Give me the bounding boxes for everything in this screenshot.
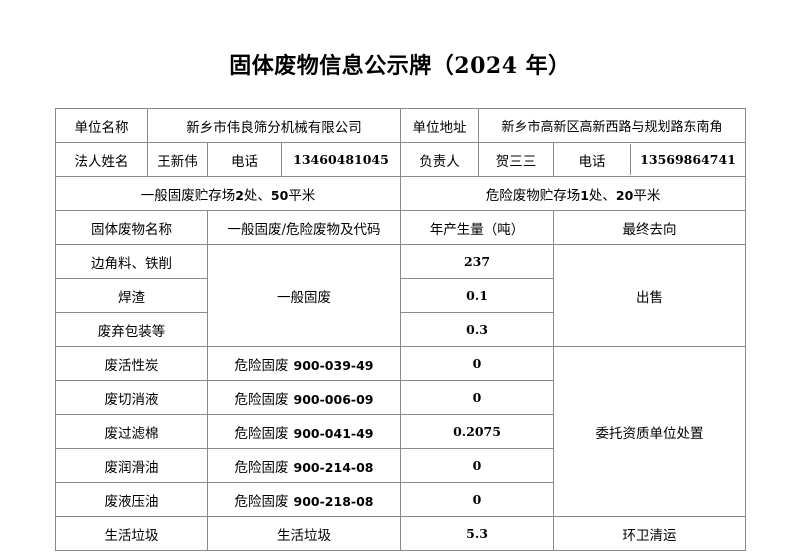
waste-amount: 0: [400, 482, 555, 517]
general-storage-area: 50: [270, 187, 289, 203]
hazard-storage-count: 1: [580, 187, 589, 203]
hazard-storage-prefix: 危险废物贮存场: [485, 187, 581, 204]
waste-category-label: 危险固废: [234, 459, 289, 476]
waste-category-code: 危险固废 900-041-49: [206, 414, 402, 449]
legal-phone-value: 13460481045: [280, 142, 402, 177]
waste-amount: 0: [400, 346, 555, 381]
table-row-contacts: 法人姓名 王新伟 电话 13460481045 负责人 贺三三 电话 13569…: [55, 142, 747, 177]
waste-category-code: 危险固废 900-039-49: [206, 346, 402, 381]
company-name-label: 单位名称: [55, 108, 148, 143]
column-header-name: 固体废物名称: [55, 210, 208, 245]
waste-name: 废弃包装等: [55, 312, 208, 347]
waste-category-label: 危险固废: [234, 493, 289, 510]
waste-name: 边角料、铁削: [55, 244, 208, 279]
waste-amount: 0.1: [400, 278, 555, 313]
waste-name: 焊渣: [55, 278, 208, 313]
column-header-category: 一般固废/危险废物及代码: [206, 210, 402, 245]
manager-phone-label: 电话: [554, 144, 632, 175]
waste-amount: 0: [400, 380, 555, 415]
waste-category-general: 一般固废: [206, 244, 402, 347]
general-storage-count: 2: [235, 187, 244, 203]
hazard-storage-area: 20: [615, 187, 634, 203]
legal-person-label: 法人姓名: [55, 142, 148, 177]
hazard-storage-info: 危险废物贮存场1处、20平米: [400, 176, 747, 211]
address-label: 单位地址: [400, 108, 480, 143]
table-row: 废活性炭 危险固废 900-039-49 0 委托资质单位处置: [55, 346, 747, 517]
table-row: 边角料、铁削 一般固废 237 出售: [55, 244, 747, 347]
waste-code: 900-218-08: [293, 493, 374, 509]
manager-value: 贺三三: [478, 142, 555, 177]
waste-amount: 0.2075: [400, 414, 555, 449]
table-row: 生活垃圾 生活垃圾 5.3 环卫清运: [55, 516, 747, 551]
general-storage-mid: 处、: [243, 187, 271, 204]
waste-destination-licensed-disposal: 委托资质单位处置: [553, 346, 747, 517]
waste-name: 生活垃圾: [55, 516, 208, 551]
manager-phone-value: 13569864741: [640, 152, 736, 167]
legal-person-value: 王新伟: [147, 142, 208, 177]
waste-amount: 237: [400, 244, 555, 279]
table-row: 废润滑油 危险固废 900-214-08 0: [55, 448, 746, 483]
waste-code: 900-041-49: [293, 425, 374, 441]
solid-waste-disclosure-table: 单位名称 新乡市伟良筛分机械有限公司 单位地址 新乡市高新区高新西路与规划路东南…: [54, 108, 747, 551]
table-row-company: 单位名称 新乡市伟良筛分机械有限公司 单位地址 新乡市高新区高新西路与规划路东南…: [55, 108, 747, 143]
waste-code: 900-214-08: [293, 459, 374, 475]
address-value: 新乡市高新区高新西路与规划路东南角: [478, 108, 747, 143]
table-row: 废切消液 危险固废 900-006-09 0: [55, 380, 746, 415]
waste-destination-sale: 出售: [553, 244, 747, 347]
waste-amount: 0.3: [400, 312, 555, 347]
waste-code: 900-039-49: [293, 357, 374, 373]
column-header-destination: 最终去向: [553, 210, 747, 245]
waste-category-label: 危险固废: [234, 425, 289, 442]
waste-amount: 0: [400, 448, 555, 483]
manager-label: 负责人: [400, 142, 480, 177]
waste-name: 废润滑油: [55, 448, 208, 483]
manager-phone-group: 电话 13569864741: [553, 142, 747, 177]
waste-name: 废液压油: [55, 482, 208, 517]
hazard-storage-mid: 处、: [588, 187, 616, 204]
waste-category-label: 危险固废: [234, 357, 289, 374]
column-header-amount: 年产生量（吨）: [400, 210, 555, 245]
hazard-storage-suffix: 平米: [633, 187, 661, 204]
table-row: 焊渣 0.1: [55, 278, 746, 313]
waste-category: 生活垃圾: [206, 516, 402, 551]
company-name-value: 新乡市伟良筛分机械有限公司: [146, 108, 402, 143]
waste-category-label: 危险固废: [234, 391, 289, 408]
table-header-row: 固体废物名称 一般固废/危险废物及代码 年产生量（吨） 最终去向: [55, 210, 747, 245]
legal-phone-label: 电话: [207, 142, 282, 177]
waste-amount: 5.3: [400, 516, 555, 551]
general-storage-info: 一般固废贮存场2处、50平米: [54, 176, 402, 211]
table-row-storage: 一般固废贮存场2处、50平米 危险废物贮存场1处、20平米: [54, 176, 747, 211]
waste-category-code: 危险固废 900-006-09: [206, 380, 402, 415]
waste-category-code: 危险固废 900-218-08: [206, 482, 402, 517]
waste-category-code: 危险固废 900-214-08: [206, 448, 402, 483]
table-row: 废弃包装等 0.3: [55, 312, 746, 347]
waste-code: 900-006-09: [293, 391, 374, 407]
waste-name: 废活性炭: [55, 346, 208, 381]
page-title: 固体废物信息公示牌（2024 年）: [229, 53, 571, 79]
waste-name: 废过滤棉: [55, 414, 208, 449]
waste-destination-sanitation: 环卫清运: [553, 516, 747, 551]
table-row: 废过滤棉 危险固废 900-041-49 0.2075: [55, 414, 746, 449]
general-storage-suffix: 平米: [288, 187, 316, 204]
general-storage-prefix: 一般固废贮存场: [140, 187, 236, 204]
waste-name: 废切消液: [55, 380, 208, 415]
